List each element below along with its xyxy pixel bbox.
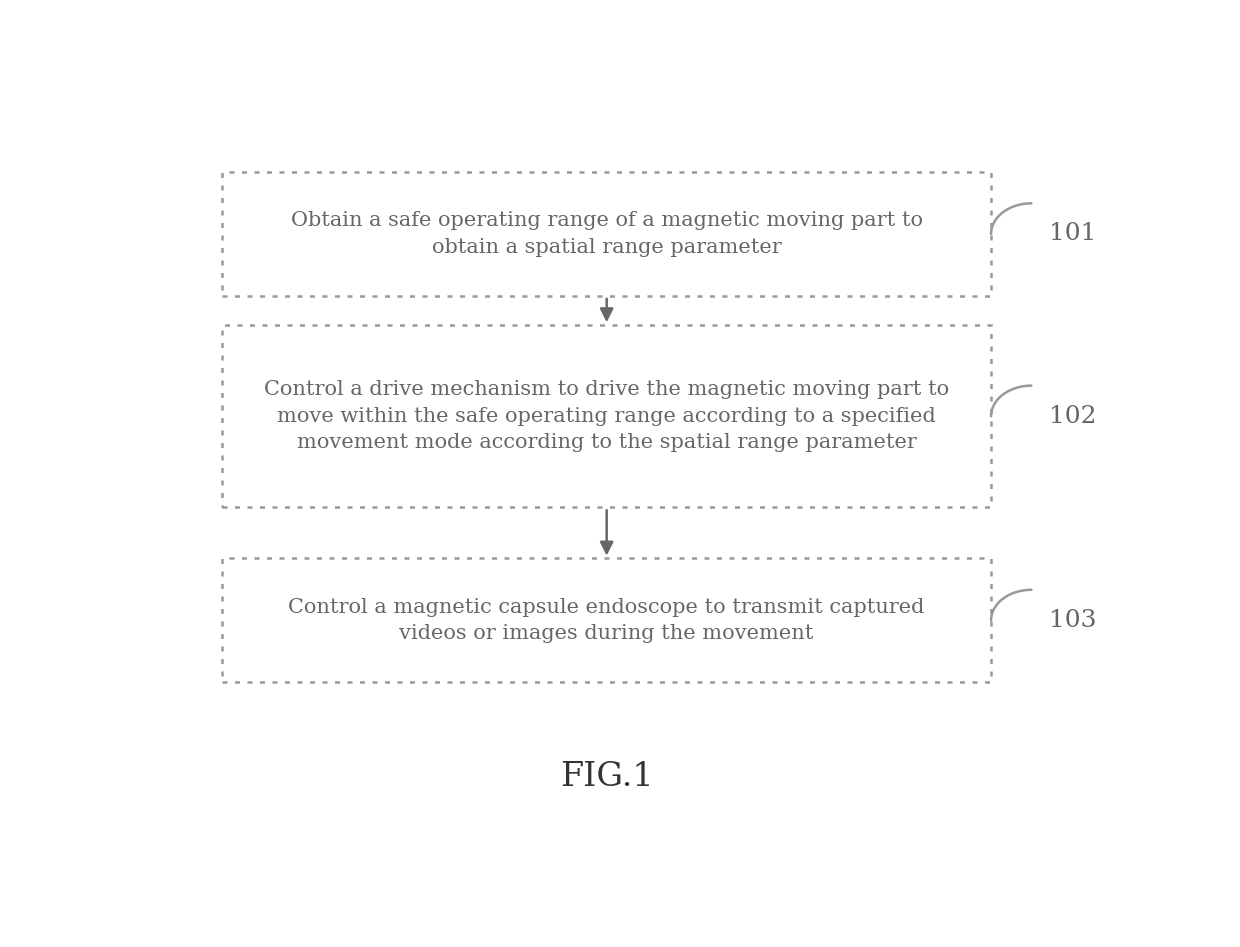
FancyBboxPatch shape: [222, 172, 991, 295]
Text: Control a drive mechanism to drive the magnetic moving part to
move within the s: Control a drive mechanism to drive the m…: [264, 381, 950, 453]
Text: Control a magnetic capsule endoscope to transmit captured
videos or images durin: Control a magnetic capsule endoscope to …: [289, 598, 925, 643]
Text: 102: 102: [1049, 404, 1096, 428]
Text: FIG.1: FIG.1: [559, 761, 653, 794]
Text: 101: 101: [1049, 223, 1096, 245]
Text: 103: 103: [1049, 609, 1096, 632]
FancyBboxPatch shape: [222, 559, 991, 683]
Text: Obtain a safe operating range of a magnetic moving part to
obtain a spatial rang: Obtain a safe operating range of a magne…: [290, 211, 923, 257]
FancyBboxPatch shape: [222, 325, 991, 508]
